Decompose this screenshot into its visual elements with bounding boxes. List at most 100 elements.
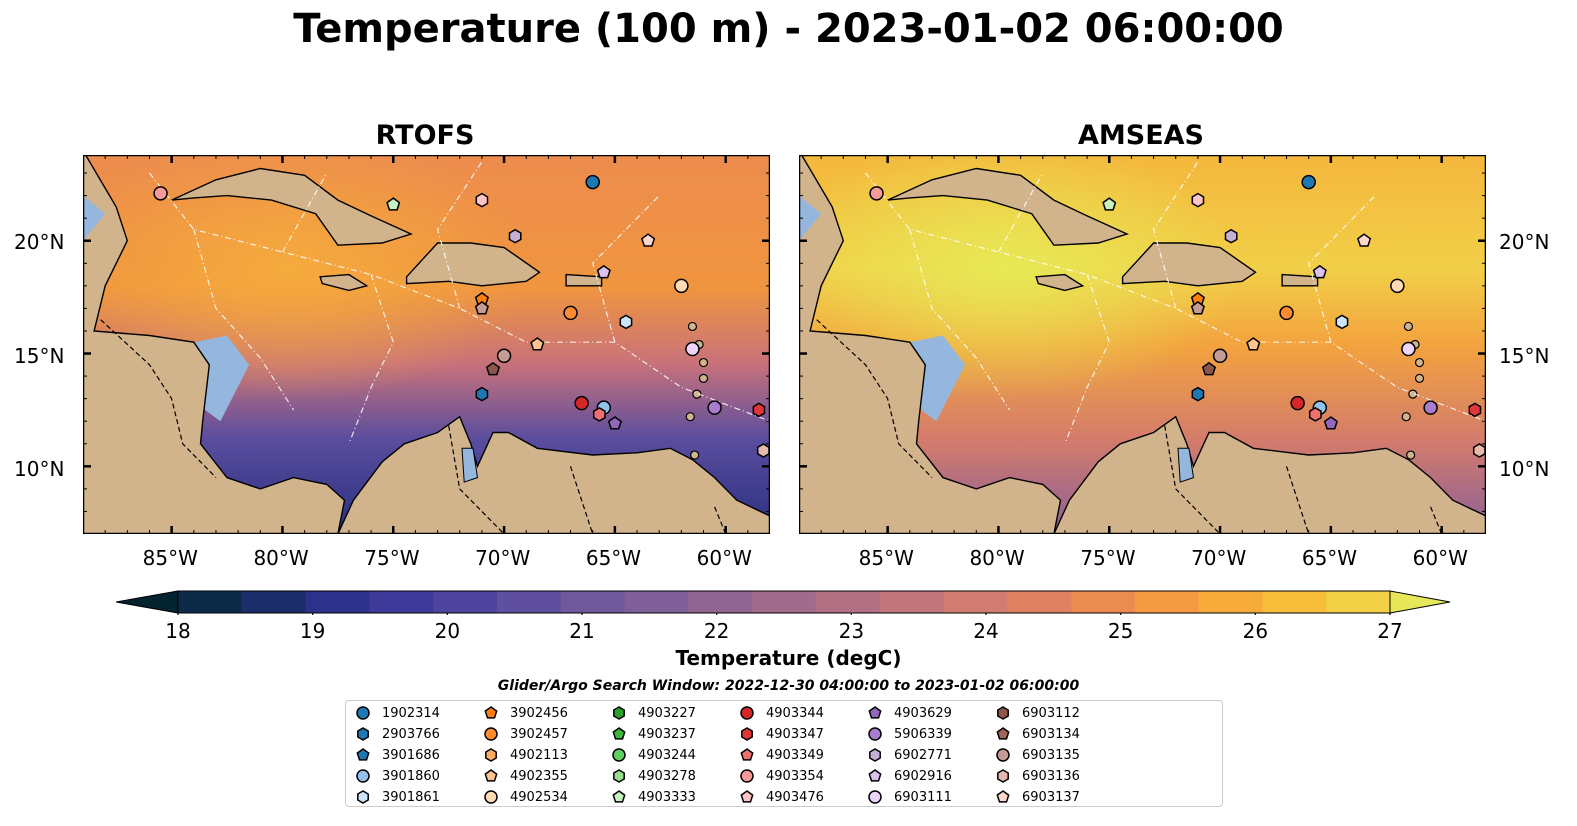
island [690,450,700,460]
colorbar-frame [177,590,1391,614]
colorbar-segment [1071,591,1136,613]
legend-marker [357,790,369,804]
legend-item: 4903244 [610,746,696,764]
legend-marker [869,748,881,762]
eez-boundary [1152,161,1199,309]
legend-marker-icon [484,790,498,804]
legend-marker-icon [612,748,626,762]
legend-marker-icon [740,706,754,720]
float-marker [474,300,489,315]
legend-marker [997,769,1009,783]
legend-marker-icon [868,727,882,741]
eez-boundary [1308,195,1376,343]
float-marker [574,395,589,411]
legend-marker-icon [740,748,754,761]
float-marker [1201,361,1217,376]
float-marker [1323,416,1338,430]
eez-boundary [909,229,1011,411]
colorbar-segment [879,591,944,613]
colorbar-tick-label: 22 [703,619,730,643]
colorbar-segment [1134,591,1200,613]
search-window-label: Glider/Argo Search Window: 2022-12-30 04… [497,678,1080,694]
legend-label: 6902916 [894,768,952,784]
float-marker [1191,192,1205,208]
float-marker [1335,314,1349,330]
eez-boundary [348,274,394,445]
float-marker [1190,300,1205,315]
legend-item: 4903344 [738,704,824,722]
lat-tick-right: 10°N [1499,457,1550,481]
colorbar-segment [496,591,562,613]
legend-marker [356,769,370,783]
legend-marker [613,769,625,783]
legend-marker-icon [740,790,754,803]
legend-item: 2903766 [354,725,440,743]
legend-marker-icon [613,706,625,720]
colorbar-tick-label: 18 [165,619,191,643]
land-hispaniola [405,242,541,287]
float-marker [475,386,489,402]
legend-marker [484,727,498,741]
legend-label: 4903333 [638,789,696,805]
colorbar-segment [624,591,689,613]
legend-marker-icon [484,769,498,782]
legend-item: 4903629 [866,704,952,722]
legend-item: 3901861 [354,788,440,806]
legend-item: 6903134 [994,725,1080,743]
float-marker [752,402,766,418]
float-marker [1308,407,1322,422]
country-border [714,506,727,534]
float-marker [153,186,168,201]
legend-label: 6903137 [1022,789,1080,805]
legend-marker [740,790,754,803]
float-marker [607,416,622,430]
legend-item: 6903135 [994,746,1080,764]
legend-item: 4902355 [482,767,568,785]
legend-item: 3902457 [482,725,568,743]
lon-tick-label: 85°W [858,546,914,570]
legend-marker [868,706,882,719]
float-marker [585,174,600,190]
float-marker [496,348,512,364]
legend-marker-icon [612,727,626,740]
legend-marker-icon [997,769,1009,783]
float-marker [1224,228,1238,244]
colorbar-tick-label: 27 [1377,619,1403,643]
country-border [1285,466,1310,534]
float-marker [1102,197,1117,211]
colorbar-tick-label: 20 [434,619,461,643]
float-legend: 1902314 2903766 3901686 3901860 3901861 39024… [345,700,1223,807]
lon-tick-label: 60°W [696,546,752,570]
float-marker [475,192,489,208]
legend-marker-icon [996,727,1010,740]
colorbar-extend-min [116,590,179,614]
float-marker [530,337,545,351]
legend-item: 5906339 [866,725,952,743]
legend-marker-icon [356,769,370,783]
country-border [1430,506,1443,534]
colorbar-tick-label: 21 [569,619,595,643]
legend-label: 2903766 [382,726,440,742]
legend-item: 4903333 [610,788,696,806]
legend-label: 6903134 [1022,726,1080,742]
land-cuba [171,167,413,246]
legend-item: 6902771 [866,746,952,764]
legend-marker-icon [484,727,498,741]
legend-marker [484,706,498,719]
legend-marker-icon [356,748,370,761]
country-border [569,466,594,534]
legend-marker-icon [612,790,626,803]
land-centralAmerica [799,155,1062,534]
legend-marker [996,790,1010,803]
map-frame [83,155,770,534]
colorbar-segment [369,591,434,613]
island [1406,450,1416,460]
colorbar-segment [1326,591,1391,613]
country-border [100,319,217,479]
legend-label: 4902355 [510,768,568,784]
legend-marker [356,706,370,720]
legend-label: 3901686 [382,747,440,763]
legend-label: 4903354 [766,768,824,784]
shelf-water [193,335,250,422]
legend-label: 4903476 [766,789,824,805]
